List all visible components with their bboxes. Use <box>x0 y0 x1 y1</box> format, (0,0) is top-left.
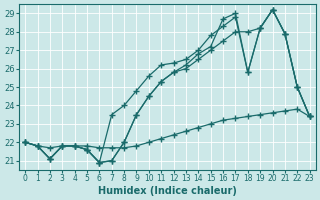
X-axis label: Humidex (Indice chaleur): Humidex (Indice chaleur) <box>98 186 237 196</box>
